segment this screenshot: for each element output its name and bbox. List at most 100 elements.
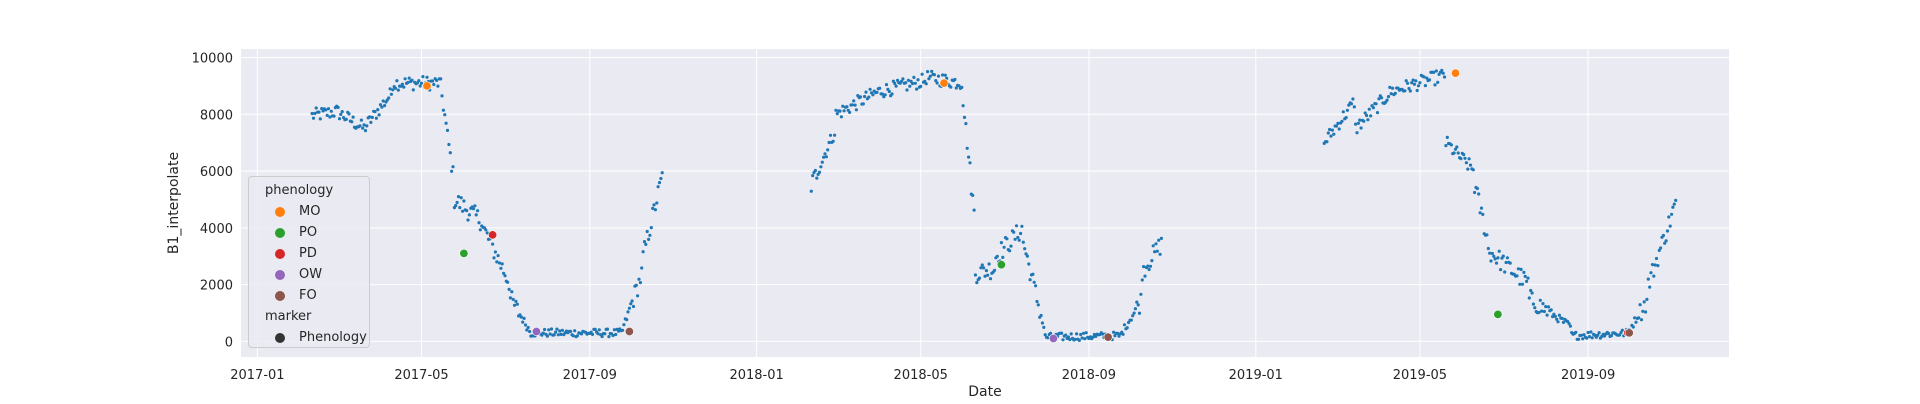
data-point xyxy=(1427,78,1432,82)
data-point xyxy=(444,121,448,125)
data-point xyxy=(440,94,444,98)
data-point xyxy=(1531,302,1535,306)
legend-marker-phenology xyxy=(275,333,285,343)
data-point xyxy=(1508,261,1512,265)
data-point xyxy=(1028,278,1032,282)
data-point xyxy=(893,81,897,85)
data-point xyxy=(1561,320,1566,324)
data-point xyxy=(1345,108,1349,112)
data-point xyxy=(388,87,392,91)
data-point xyxy=(1337,127,1341,131)
data-point xyxy=(1618,333,1622,337)
data-point xyxy=(1075,332,1079,336)
data-point xyxy=(1131,314,1135,318)
data-point xyxy=(1545,313,1549,317)
data-point xyxy=(884,83,889,87)
data-point xyxy=(1537,310,1541,315)
data-point xyxy=(611,333,615,338)
data-point xyxy=(1493,257,1497,261)
legend-label-phenology: Phenology xyxy=(299,330,367,345)
data-point xyxy=(1069,332,1073,336)
data-point xyxy=(875,90,879,94)
data-point xyxy=(1637,316,1641,320)
data-point xyxy=(631,304,636,309)
data-point xyxy=(1347,103,1351,107)
data-point xyxy=(579,332,584,336)
data-point xyxy=(1590,336,1594,340)
data-point xyxy=(1049,331,1053,335)
data-point xyxy=(1380,96,1384,100)
data-point xyxy=(1668,224,1672,228)
x-axis-label: Date xyxy=(968,384,1001,400)
data-point xyxy=(1341,110,1345,114)
data-point xyxy=(573,329,577,333)
data-point xyxy=(1581,337,1585,341)
data-point xyxy=(368,115,372,119)
data-point xyxy=(1410,81,1414,85)
data-point xyxy=(521,320,525,324)
data-point xyxy=(511,297,515,301)
data-point xyxy=(1631,325,1635,329)
data-point xyxy=(474,213,478,217)
data-point xyxy=(1445,135,1449,139)
data-point xyxy=(883,93,887,97)
data-point xyxy=(861,102,865,106)
data-point xyxy=(1433,83,1437,87)
data-point xyxy=(1117,334,1121,338)
data-point xyxy=(1077,338,1081,342)
data-point xyxy=(1485,233,1489,237)
data-point xyxy=(344,117,348,121)
data-point xyxy=(906,78,911,82)
data-point xyxy=(1129,318,1133,322)
data-point xyxy=(953,77,957,82)
data-point xyxy=(1008,249,1012,253)
data-point xyxy=(1016,235,1020,240)
data-point xyxy=(1034,284,1038,288)
data-point xyxy=(1363,111,1367,115)
data-point xyxy=(934,79,938,83)
data-point xyxy=(1525,279,1529,283)
data-point xyxy=(1496,256,1500,260)
data-point xyxy=(975,281,979,285)
data-point xyxy=(528,329,532,334)
data-point xyxy=(1135,300,1139,304)
data-point xyxy=(626,310,630,314)
y-tick-label: 6000 xyxy=(200,165,233,180)
data-point xyxy=(961,104,965,108)
data-point xyxy=(924,82,928,86)
data-point xyxy=(1441,71,1445,75)
data-point xyxy=(1477,192,1481,196)
data-point xyxy=(1020,224,1024,228)
data-point xyxy=(600,334,604,339)
x-tick-label: 2019-09 xyxy=(1561,368,1615,383)
data-point xyxy=(1463,156,1467,160)
data-point xyxy=(651,206,655,210)
data-point xyxy=(968,161,972,165)
data-point xyxy=(993,268,997,272)
data-point xyxy=(850,103,854,107)
data-point xyxy=(1645,297,1649,301)
data-point xyxy=(1002,245,1006,249)
data-point xyxy=(361,126,365,130)
data-point xyxy=(410,78,414,82)
data-point xyxy=(1620,328,1624,332)
x-tick-label: 2018-01 xyxy=(729,368,783,383)
data-point xyxy=(495,260,499,264)
data-point xyxy=(1014,224,1019,228)
data-point xyxy=(1567,321,1571,326)
data-point xyxy=(912,75,916,79)
data-point xyxy=(1670,212,1674,216)
data-point xyxy=(625,318,629,322)
data-point xyxy=(1653,263,1657,267)
data-point xyxy=(497,261,502,265)
data-point xyxy=(1440,68,1444,72)
phenology-point-fo xyxy=(1624,328,1634,338)
data-point xyxy=(652,203,656,207)
data-point xyxy=(435,78,439,82)
data-point xyxy=(465,209,469,213)
data-point xyxy=(381,99,385,103)
data-point xyxy=(1542,309,1546,314)
data-point xyxy=(425,75,429,79)
data-point xyxy=(430,79,435,83)
data-point xyxy=(1475,186,1479,191)
